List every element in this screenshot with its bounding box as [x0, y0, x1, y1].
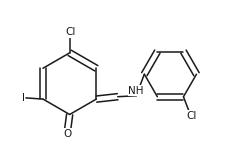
Text: Cl: Cl — [186, 111, 197, 121]
Text: NH: NH — [128, 86, 144, 95]
Text: Cl: Cl — [65, 27, 75, 38]
Text: O: O — [63, 129, 71, 139]
Text: I: I — [22, 93, 25, 103]
